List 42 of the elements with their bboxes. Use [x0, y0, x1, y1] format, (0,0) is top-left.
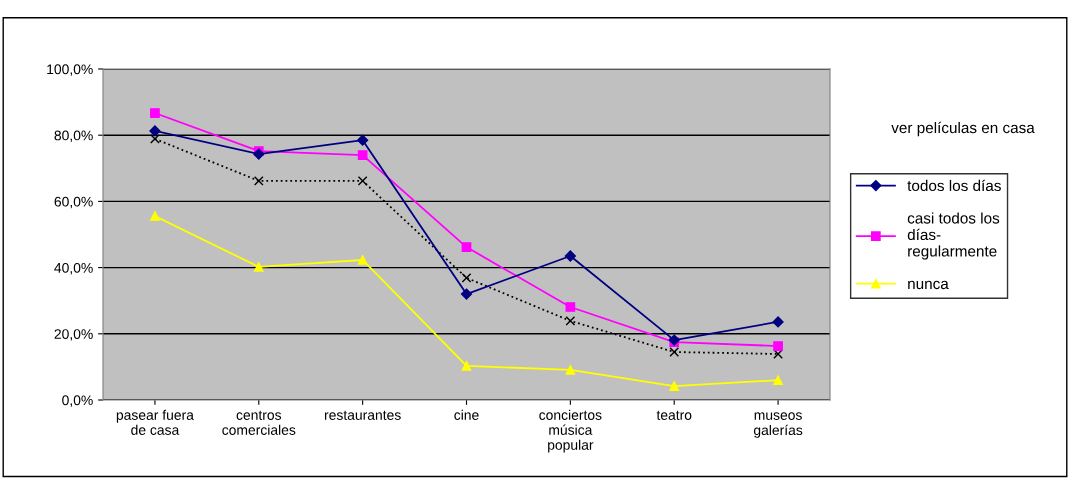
- point: [564, 250, 576, 262]
- legend-label: casi todos los días- regularmente: [907, 212, 1000, 260]
- x-tick-label: museos galerías: [753, 412, 803, 438]
- point: [773, 349, 783, 359]
- x-tick-label: restaurantes: [324, 410, 401, 420]
- y-tick-label: 0,0%: [62, 395, 93, 407]
- point: [669, 347, 680, 357]
- x-tick-label: centros comerciales: [222, 410, 296, 435]
- point: [149, 125, 161, 137]
- point: [150, 211, 160, 221]
- y-tick-label: 40,0%: [54, 262, 93, 275]
- x-tick-label: cine: [454, 409, 479, 420]
- point: [461, 361, 472, 371]
- point: [669, 381, 680, 391]
- y-tick-label: 100,0%: [47, 64, 93, 76]
- x-tick-label: conciertos música popular: [539, 409, 602, 453]
- point: [357, 176, 368, 186]
- point: [150, 108, 160, 118]
- legend-title: ver películas en casa: [891, 121, 1035, 137]
- point: [773, 341, 783, 351]
- legend-label: nunca: [908, 280, 949, 290]
- point: [461, 272, 472, 283]
- x-tick-label: teatro: [656, 410, 692, 420]
- point: [253, 148, 265, 160]
- point: [150, 133, 160, 144]
- point: [253, 262, 264, 272]
- y-tick-label: 80,0%: [54, 130, 93, 143]
- point: [461, 242, 472, 252]
- legend-label: todos los días: [907, 179, 1001, 192]
- point: [357, 134, 369, 146]
- point: [460, 288, 473, 300]
- y-tick-label: 60,0%: [54, 196, 93, 209]
- x-tick-label: pasear fuera de casa: [116, 409, 194, 435]
- y-tick-label: 20,0%: [54, 329, 93, 341]
- point: [772, 316, 784, 328]
- point: [357, 255, 368, 265]
- point: [565, 316, 576, 326]
- point: [565, 365, 576, 375]
- point: [565, 302, 576, 312]
- point: [253, 176, 264, 186]
- point: [357, 150, 368, 160]
- point: [773, 375, 783, 386]
